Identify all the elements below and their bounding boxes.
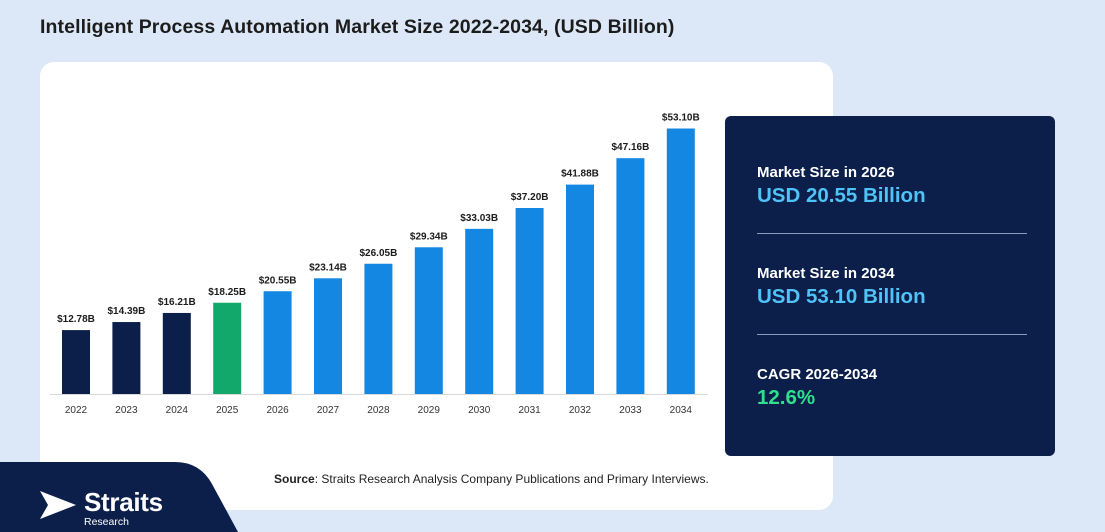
- x-tick-2030: 2030: [468, 405, 491, 416]
- stat-label: Market Size in 2026: [757, 164, 895, 181]
- x-tick-2026: 2026: [266, 405, 289, 416]
- bar-2032: [566, 184, 594, 394]
- data-label-2030: $33.03B: [460, 213, 498, 224]
- stat-value: 12.6%: [757, 386, 816, 409]
- stat-label: Market Size in 2034: [757, 265, 895, 282]
- x-tick-2028: 2028: [367, 405, 390, 416]
- data-label-2032: $41.88B: [561, 169, 599, 180]
- x-tick-2024: 2024: [166, 405, 189, 416]
- x-tick-2034: 2034: [670, 405, 693, 416]
- bar-2023: [112, 322, 141, 394]
- market-summary-panel: Market Size in 2026 USD 20.55 Billion Ma…: [725, 116, 1055, 456]
- chart-card: $12.78B 2022 $14.39B 2023 $16.21B 2024 $18.25B…: [40, 62, 833, 510]
- data-label-2028: $26.05B: [359, 248, 397, 259]
- data-label-2031: $37.20B: [511, 192, 549, 203]
- x-tick-2027: 2027: [317, 405, 340, 416]
- x-tick-2033: 2033: [619, 405, 642, 416]
- stat-market-size-2034: Market Size in 2034 USD 53.10 Billion: [757, 265, 926, 309]
- x-tick-2023: 2023: [115, 405, 138, 416]
- x-tick-2031: 2031: [518, 405, 541, 416]
- x-tick-2022: 2022: [65, 405, 88, 416]
- bar-2034: [666, 128, 695, 394]
- bar-2022: [62, 330, 90, 394]
- brand-tagline: Research: [84, 516, 129, 528]
- data-label-2029: $29.34B: [410, 231, 448, 242]
- data-label-2034: $53.10B: [662, 113, 700, 124]
- bar-2026: [263, 291, 292, 394]
- x-tick-2029: 2029: [418, 405, 441, 416]
- data-label-2022: $12.78B: [57, 314, 95, 325]
- bar-2031: [515, 208, 544, 394]
- source-prefix: Source: [274, 472, 315, 486]
- source-text: : Straits Research Analysis Company Publ…: [314, 472, 709, 486]
- divider: [757, 233, 1027, 234]
- bar-2027: [314, 278, 342, 394]
- stat-label: CAGR 2026-2034: [757, 366, 878, 383]
- bar-2033: [616, 158, 645, 394]
- brand-name: Straits: [84, 487, 163, 517]
- page-title: Intelligent Process Automation Market Si…: [40, 16, 675, 38]
- data-label-2033: $47.16B: [611, 142, 649, 153]
- stat-cagr: CAGR 2026-2034 12.6%: [757, 366, 877, 410]
- x-tick-2025: 2025: [216, 405, 239, 416]
- bar-2030: [465, 228, 494, 394]
- bar-2028: [364, 263, 393, 394]
- data-label-2024: $16.21B: [158, 297, 196, 308]
- bar-2029: [414, 247, 443, 394]
- straits-logo-icon: [40, 491, 76, 519]
- stat-value: USD 20.55 Billion: [757, 184, 926, 207]
- bar-2024: [162, 312, 191, 394]
- x-tick-2032: 2032: [569, 405, 592, 416]
- data-label-2023: $14.39B: [107, 306, 145, 317]
- stat-market-size-2026: Market Size in 2026 USD 20.55 Billion: [757, 164, 926, 208]
- divider: [757, 334, 1027, 335]
- data-label-2025: $18.25B: [208, 287, 246, 298]
- stat-value: USD 53.10 Billion: [757, 285, 926, 308]
- data-label-2026: $20.55B: [259, 275, 297, 286]
- bar-chart: $12.78B 2022 $14.39B 2023 $16.21B 2024 $18.25B…: [50, 113, 708, 416]
- bar-2025: [213, 302, 242, 394]
- source-note: Source: Straits Research Analysis Compan…: [274, 472, 709, 486]
- data-label-2027: $23.14B: [309, 262, 347, 273]
- brand-band: [0, 462, 238, 532]
